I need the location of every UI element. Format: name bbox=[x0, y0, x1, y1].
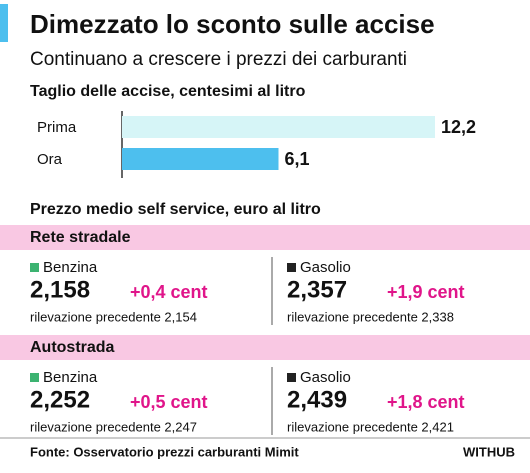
category-label: Ora bbox=[37, 151, 63, 168]
section-band bbox=[0, 225, 530, 250]
source: Fonte: Osservatorio prezzi carburanti Mi… bbox=[30, 444, 299, 459]
value-label: 6,1 bbox=[285, 149, 310, 169]
price: 2,357 bbox=[287, 276, 347, 303]
prices-title: Prezzo medio self service, euro al litro bbox=[30, 201, 321, 218]
chart-title: Taglio delle accise, centesimi al litro bbox=[30, 83, 306, 100]
previous: rilevazione precedente 2,247 bbox=[30, 419, 197, 434]
subtitle: Continuano a crescere i prezzi dei carbu… bbox=[30, 49, 407, 70]
bar bbox=[122, 148, 279, 170]
previous: rilevazione precedente 2,421 bbox=[287, 419, 454, 434]
price: 2,439 bbox=[287, 386, 347, 413]
title: Dimezzato lo sconto sulle accise bbox=[30, 9, 435, 39]
section-name: Rete stradale bbox=[30, 229, 131, 246]
value-label: 12,2 bbox=[441, 117, 476, 137]
category-label: Prima bbox=[37, 119, 77, 136]
fuel-square bbox=[30, 263, 39, 272]
fuel-square bbox=[30, 373, 39, 382]
accent-bar bbox=[0, 4, 8, 42]
section-name: Autostrada bbox=[30, 339, 115, 356]
bar bbox=[122, 116, 435, 138]
previous: rilevazione precedente 2,338 bbox=[287, 309, 454, 324]
fuel: Gasolio bbox=[300, 259, 351, 276]
price: 2,158 bbox=[30, 276, 90, 303]
change: +0,4 cent bbox=[130, 282, 208, 302]
brand: WITHUB bbox=[463, 444, 515, 459]
change: +0,5 cent bbox=[130, 392, 208, 412]
price: 2,252 bbox=[30, 386, 90, 413]
fuel-square bbox=[287, 373, 296, 382]
section-band bbox=[0, 335, 530, 360]
previous: rilevazione precedente 2,154 bbox=[30, 309, 197, 324]
fuel-square bbox=[287, 263, 296, 272]
change: +1,8 cent bbox=[387, 392, 465, 412]
fuel: Gasolio bbox=[300, 369, 351, 386]
change: +1,9 cent bbox=[387, 282, 465, 302]
fuel: Benzina bbox=[43, 259, 98, 276]
fuel: Benzina bbox=[43, 369, 98, 386]
